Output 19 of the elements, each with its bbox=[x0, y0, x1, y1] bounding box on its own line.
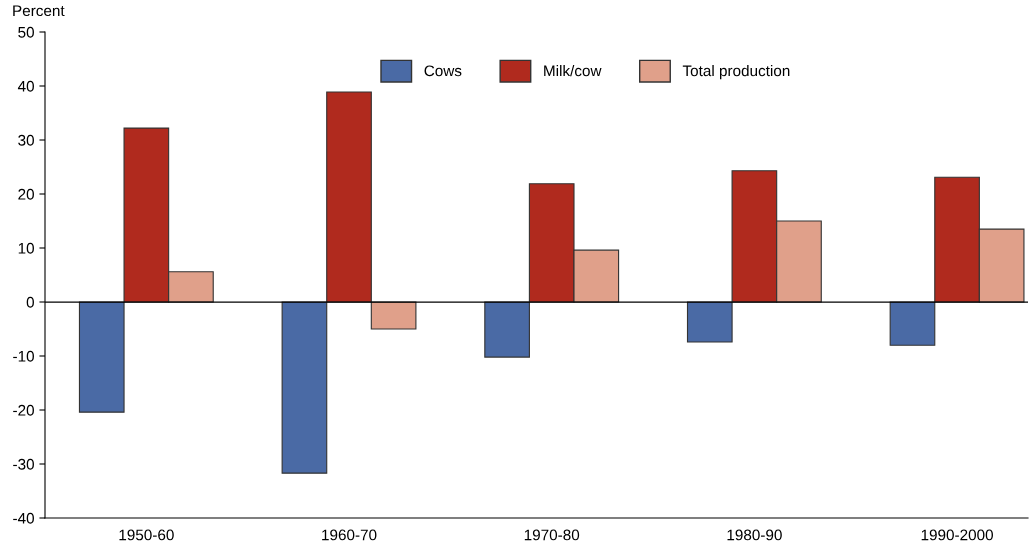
y-tick-label: 50 bbox=[18, 26, 34, 38]
y-tick-label: -30 bbox=[13, 458, 34, 470]
x-tick-label: 1950-60 bbox=[119, 529, 174, 541]
y-tick-label: 10 bbox=[18, 242, 34, 254]
y-tick-label: 0 bbox=[26, 296, 34, 308]
y-tick-label: -20 bbox=[13, 404, 34, 416]
y-tick-label: 20 bbox=[18, 188, 34, 200]
x-tick-label: 1960-70 bbox=[322, 529, 377, 541]
legend-label: Milk/cow bbox=[544, 64, 602, 77]
y-tick-label: -10 bbox=[13, 350, 34, 362]
y-tick-label: -40 bbox=[13, 512, 34, 524]
x-tick-label: 1970-80 bbox=[524, 529, 580, 541]
legend-label: Cows bbox=[424, 65, 462, 77]
y-axis-title: Percent bbox=[13, 5, 65, 17]
y-tick-label: 30 bbox=[18, 134, 34, 146]
legend-label: Total production bbox=[682, 64, 790, 80]
y-tick-label: 40 bbox=[17, 80, 34, 92]
x-tick-label: 1990-2000 bbox=[921, 529, 993, 541]
x-tick-label: 1980-90 bbox=[727, 529, 782, 541]
